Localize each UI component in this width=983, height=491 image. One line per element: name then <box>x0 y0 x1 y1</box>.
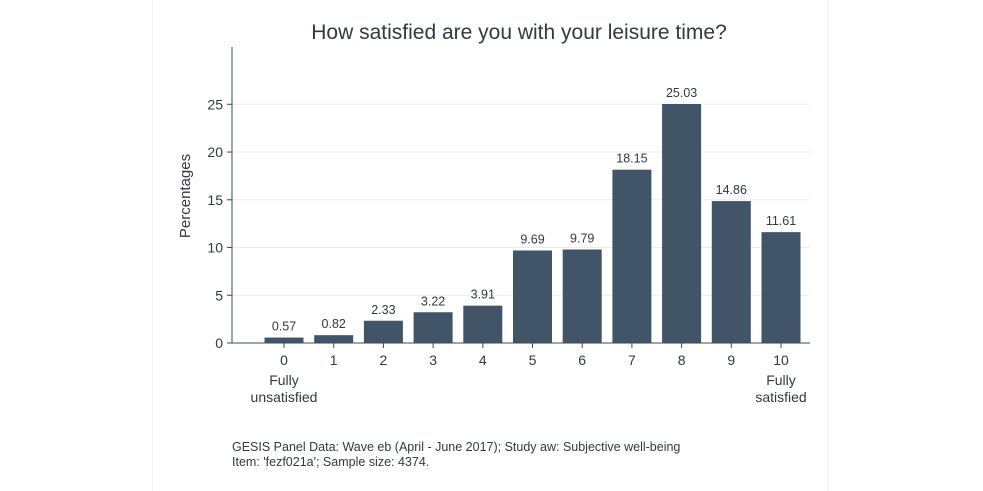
y-tick-label: 5 <box>215 287 223 303</box>
bar-0 <box>264 337 304 343</box>
x-tick-label-3: 3 <box>429 352 437 368</box>
data-label-1: 0.82 <box>322 317 346 331</box>
bar-1 <box>314 335 354 343</box>
bar-9 <box>711 201 751 343</box>
footnote: GESIS Panel Data: Wave eb (April - June … <box>232 440 680 470</box>
data-label-4: 3.91 <box>471 288 495 302</box>
x-tick-label-7: 7 <box>628 352 636 368</box>
footnote-line-1: GESIS Panel Data: Wave eb (April - June … <box>232 440 681 454</box>
bar-7 <box>612 169 652 343</box>
x-tick-sublabel-10: Fully <box>766 372 796 388</box>
x-tick-label-0: 0 <box>280 352 288 368</box>
x-tick-label-2: 2 <box>380 352 388 368</box>
chart-title: How satisfied are you with your leisure … <box>311 21 727 44</box>
y-tick-label: 15 <box>207 192 223 208</box>
data-label-9: 14.86 <box>716 183 747 197</box>
bar-5 <box>513 250 552 343</box>
x-tick-sublabel-10: satisfied <box>755 389 806 405</box>
data-label-7: 18.15 <box>616 152 647 166</box>
data-labels: 0.57 0.82 2.33 3.22 3.91 9.69 9.79 18.15 25.03 14… <box>272 86 796 334</box>
y-tick-label: 25 <box>207 96 223 112</box>
bar-8 <box>662 104 702 343</box>
x-tick-sublabel-0: unsatisfied <box>251 389 318 405</box>
bars <box>264 104 801 343</box>
data-label-10: 11.61 <box>766 214 796 228</box>
bar-4 <box>463 305 503 343</box>
data-label-6: 9.79 <box>570 232 594 246</box>
bar-6 <box>562 249 602 343</box>
bar-3 <box>413 312 453 343</box>
x-tick-label-6: 6 <box>578 352 586 368</box>
x-tick-label-1: 1 <box>330 352 338 368</box>
data-label-0: 0.57 <box>272 320 296 334</box>
x-tick-sublabel-0: Fully <box>269 372 299 388</box>
y-tick-label: 0 <box>215 335 223 351</box>
bar-2 <box>363 320 403 343</box>
data-label-5: 9.69 <box>520 232 544 246</box>
y-tick-label: 20 <box>207 144 223 160</box>
data-label-2: 2.33 <box>371 303 395 317</box>
x-tick-label-4: 4 <box>479 352 487 368</box>
x-tick-label-8: 8 <box>678 352 686 368</box>
x-tick-label-10: 10 <box>773 352 789 368</box>
y-tick-label: 10 <box>207 240 223 256</box>
data-label-8: 25.03 <box>666 86 697 100</box>
data-label-3: 3.22 <box>421 294 445 308</box>
x-tick-label-9: 9 <box>727 352 735 368</box>
y-axis-label: Percentages <box>177 154 194 238</box>
bar-10 <box>761 232 801 343</box>
footnote-line-2: Item: 'fezf021a'; Sample size: 4374. <box>232 455 430 469</box>
x-tick-label-5: 5 <box>529 352 537 368</box>
